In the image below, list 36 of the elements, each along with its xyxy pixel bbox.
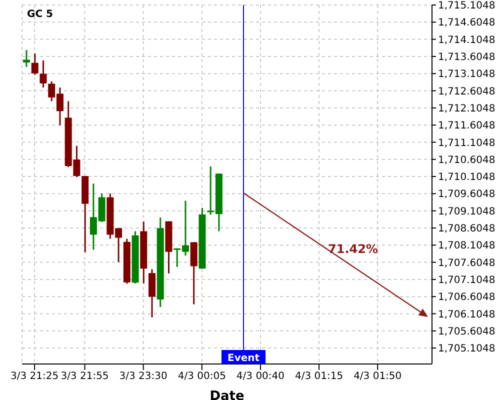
- y-tick-label: 1,705.6048: [438, 326, 496, 338]
- x-tick-label: 3/3 23:30: [119, 371, 168, 382]
- y-tick-label: 1,711.6048: [438, 120, 496, 132]
- candlestick: [31, 52, 38, 76]
- y-tick-label: 1,713.6048: [438, 52, 496, 64]
- y-tick-label: 1,710.1048: [438, 172, 496, 184]
- x-tick-label: 4/3 00:40: [236, 371, 285, 382]
- y-tick-label: 1,714.1048: [438, 34, 496, 46]
- x-tick-label: 3/3 21:25: [10, 371, 59, 382]
- y-tick-label: 1,709.6048: [438, 189, 496, 200]
- annotation: Event: [227, 353, 260, 364]
- candlestick: [23, 49, 30, 68]
- y-tick-label: 1,713.1048: [438, 69, 496, 80]
- y-tick-label: 1,712.6048: [438, 86, 496, 98]
- y-tick-label: 1,715.1048: [438, 0, 496, 12]
- y-tick-label: 1,707.1048: [438, 274, 496, 286]
- x-tick-label: 4/3 01:50: [354, 371, 402, 382]
- y-tick-label: 1,714.6048: [438, 18, 496, 29]
- candlestick: [148, 268, 156, 318]
- x-tick-label: 4/3 00:05: [178, 371, 226, 382]
- y-tick-label: 1,711.1048: [438, 138, 496, 149]
- x-tick-label: 3/3 21:55: [60, 371, 109, 382]
- y-tick-label: 1,706.1048: [438, 309, 496, 320]
- candlestick: [40, 60, 47, 88]
- y-tick-label: 1,705.1048: [438, 344, 496, 355]
- y-tick-label: 1,706.6048: [438, 292, 496, 304]
- x-tick-label: 4/3 01:15: [294, 371, 344, 382]
- annotation: 71.42%: [328, 242, 378, 256]
- x-axis-title: Date: [210, 389, 244, 400]
- y-tick-label: 1,708.1048: [438, 240, 496, 252]
- chart-title: GC 5: [27, 9, 53, 20]
- y-tick-label: 1,708.6048: [438, 224, 496, 235]
- y-tick-label: 1,710.6048: [438, 154, 496, 166]
- y-tick-label: 1,707.6048: [438, 258, 496, 269]
- y-tick-label: 1,712.1048: [438, 103, 496, 114]
- y-tick-label: 1,709.1048: [438, 206, 496, 218]
